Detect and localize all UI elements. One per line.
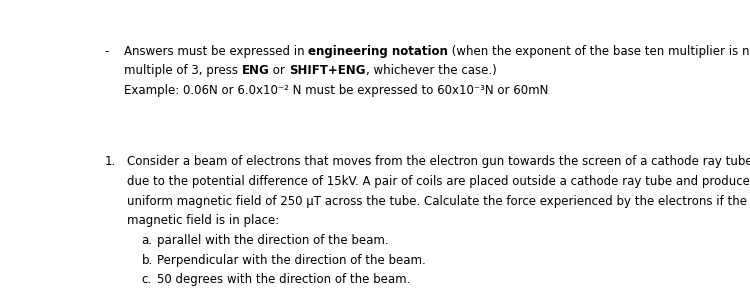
Text: 50 degrees with the direction of the beam.: 50 degrees with the direction of the bea… (157, 273, 410, 286)
Text: uniform magnetic field of 250 μT across the tube. Calculate the force experience: uniform magnetic field of 250 μT across … (128, 195, 748, 208)
Text: Answers must be expressed in: Answers must be expressed in (124, 45, 308, 58)
Text: Perpendicular with the direction of the beam.: Perpendicular with the direction of the … (157, 254, 425, 267)
Text: Consider a beam of electrons that moves from the electron gun towards the screen: Consider a beam of electrons that moves … (128, 155, 750, 168)
Text: c.: c. (142, 273, 152, 286)
Text: parallel with the direction of the beam.: parallel with the direction of the beam. (157, 234, 388, 247)
Text: 1.: 1. (104, 155, 116, 168)
Text: due to the potential difference of 15kV. A pair of coils are placed outside a ca: due to the potential difference of 15kV.… (128, 175, 750, 188)
Text: b.: b. (142, 254, 153, 267)
Text: a.: a. (142, 234, 152, 247)
Text: Example: 0.06N or 6.0x10⁻² N must be expressed to 60x10⁻³N or 60mN: Example: 0.06N or 6.0x10⁻² N must be exp… (124, 84, 548, 97)
Text: multiple of 3, press: multiple of 3, press (124, 64, 242, 77)
Text: -: - (104, 45, 109, 58)
Text: (when the exponent of the base ten multiplier is not a: (when the exponent of the base ten multi… (448, 45, 750, 58)
Text: ENG: ENG (242, 64, 269, 77)
Text: engineering notation: engineering notation (308, 45, 448, 58)
Text: SHIFT+ENG: SHIFT+ENG (289, 64, 365, 77)
Text: , whichever the case.): , whichever the case.) (365, 64, 496, 77)
Text: magnetic field is in place:: magnetic field is in place: (128, 214, 280, 227)
Text: or: or (269, 64, 289, 77)
